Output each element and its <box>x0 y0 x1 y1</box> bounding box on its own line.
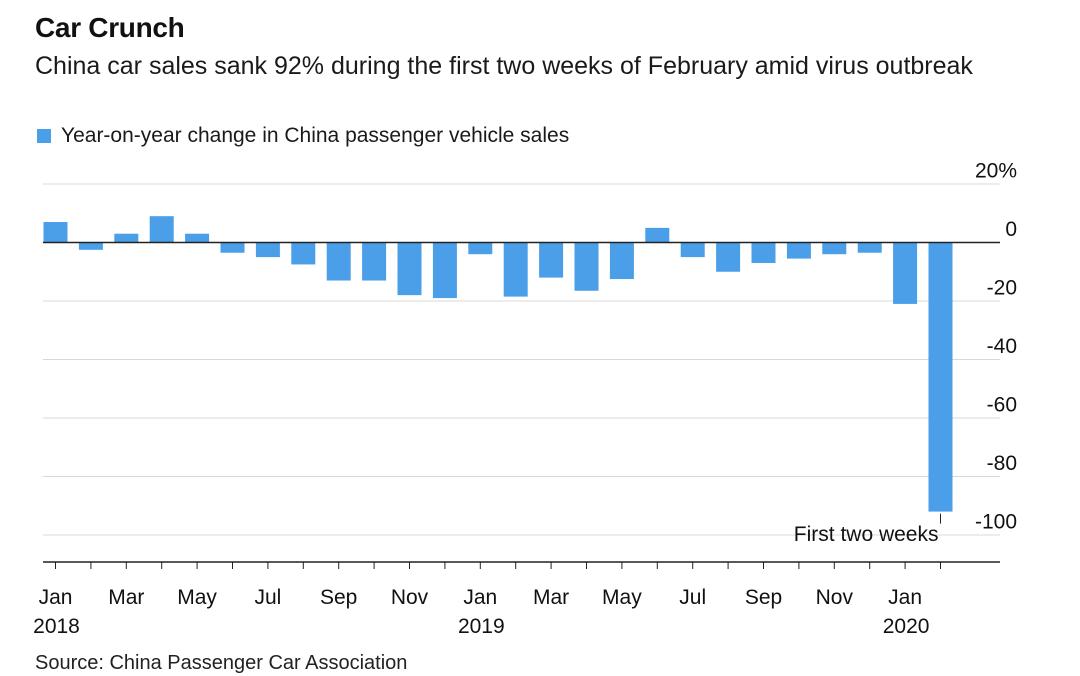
bar <box>716 242 741 272</box>
bar <box>185 233 210 243</box>
bar <box>114 233 139 243</box>
x-tick-label: Jul <box>679 586 706 609</box>
bar <box>78 242 103 250</box>
x-year-label: 2019 <box>458 615 505 638</box>
y-tick-label: 0 <box>1005 218 1017 241</box>
bar <box>539 242 564 278</box>
y-tick-label: -100 <box>975 511 1017 534</box>
bar <box>857 242 882 253</box>
x-tick-label: Jan <box>39 586 73 609</box>
bar <box>362 242 387 281</box>
legend-swatch <box>37 129 51 143</box>
chart-subtitle: China car sales sank 92% during the firs… <box>35 52 973 80</box>
x-tick-label: Jan <box>463 586 497 609</box>
legend-label: Year-on-year change in China passenger v… <box>61 124 570 147</box>
bar <box>928 242 953 512</box>
bar <box>574 242 599 291</box>
x-tick-label: Jul <box>254 586 281 609</box>
bar <box>255 242 280 258</box>
bar <box>609 242 634 280</box>
annotation-label: First two weeks <box>794 523 939 546</box>
source-note: Source: China Passenger Car Association <box>35 652 408 674</box>
bar <box>397 242 422 296</box>
bar <box>291 242 316 265</box>
bar <box>432 242 457 299</box>
y-tick-label: -60 <box>987 394 1017 417</box>
legend: Year-on-year change in China passenger v… <box>37 124 569 148</box>
y-tick-label: -40 <box>987 335 1017 358</box>
bar <box>468 242 493 255</box>
y-tick-label: -80 <box>987 452 1017 475</box>
y-tick-label: -20 <box>987 277 1017 300</box>
y-tick-label: 20% <box>975 160 1017 183</box>
bar <box>326 242 351 281</box>
bar <box>149 216 174 243</box>
bar <box>893 242 918 304</box>
x-year-label: 2018 <box>33 615 80 638</box>
x-tick-label: May <box>602 586 642 609</box>
bar <box>503 242 528 297</box>
bar <box>680 242 705 258</box>
chart-title: Car Crunch <box>35 12 185 43</box>
bar <box>43 222 68 243</box>
x-year-label: 2020 <box>883 615 930 638</box>
x-tick-label: Mar <box>108 586 144 609</box>
x-tick-label: Nov <box>816 586 854 609</box>
x-tick-label: Sep <box>745 586 782 609</box>
x-tick-label: Sep <box>320 586 357 609</box>
bar <box>786 242 811 259</box>
x-tick-label: May <box>177 586 217 609</box>
bar <box>220 242 245 253</box>
x-tick-label: Mar <box>533 586 569 609</box>
bar <box>645 227 670 243</box>
bar <box>751 242 776 263</box>
bar <box>822 242 847 255</box>
x-tick-label: Jan <box>888 586 922 609</box>
x-tick-label: Nov <box>391 586 429 609</box>
